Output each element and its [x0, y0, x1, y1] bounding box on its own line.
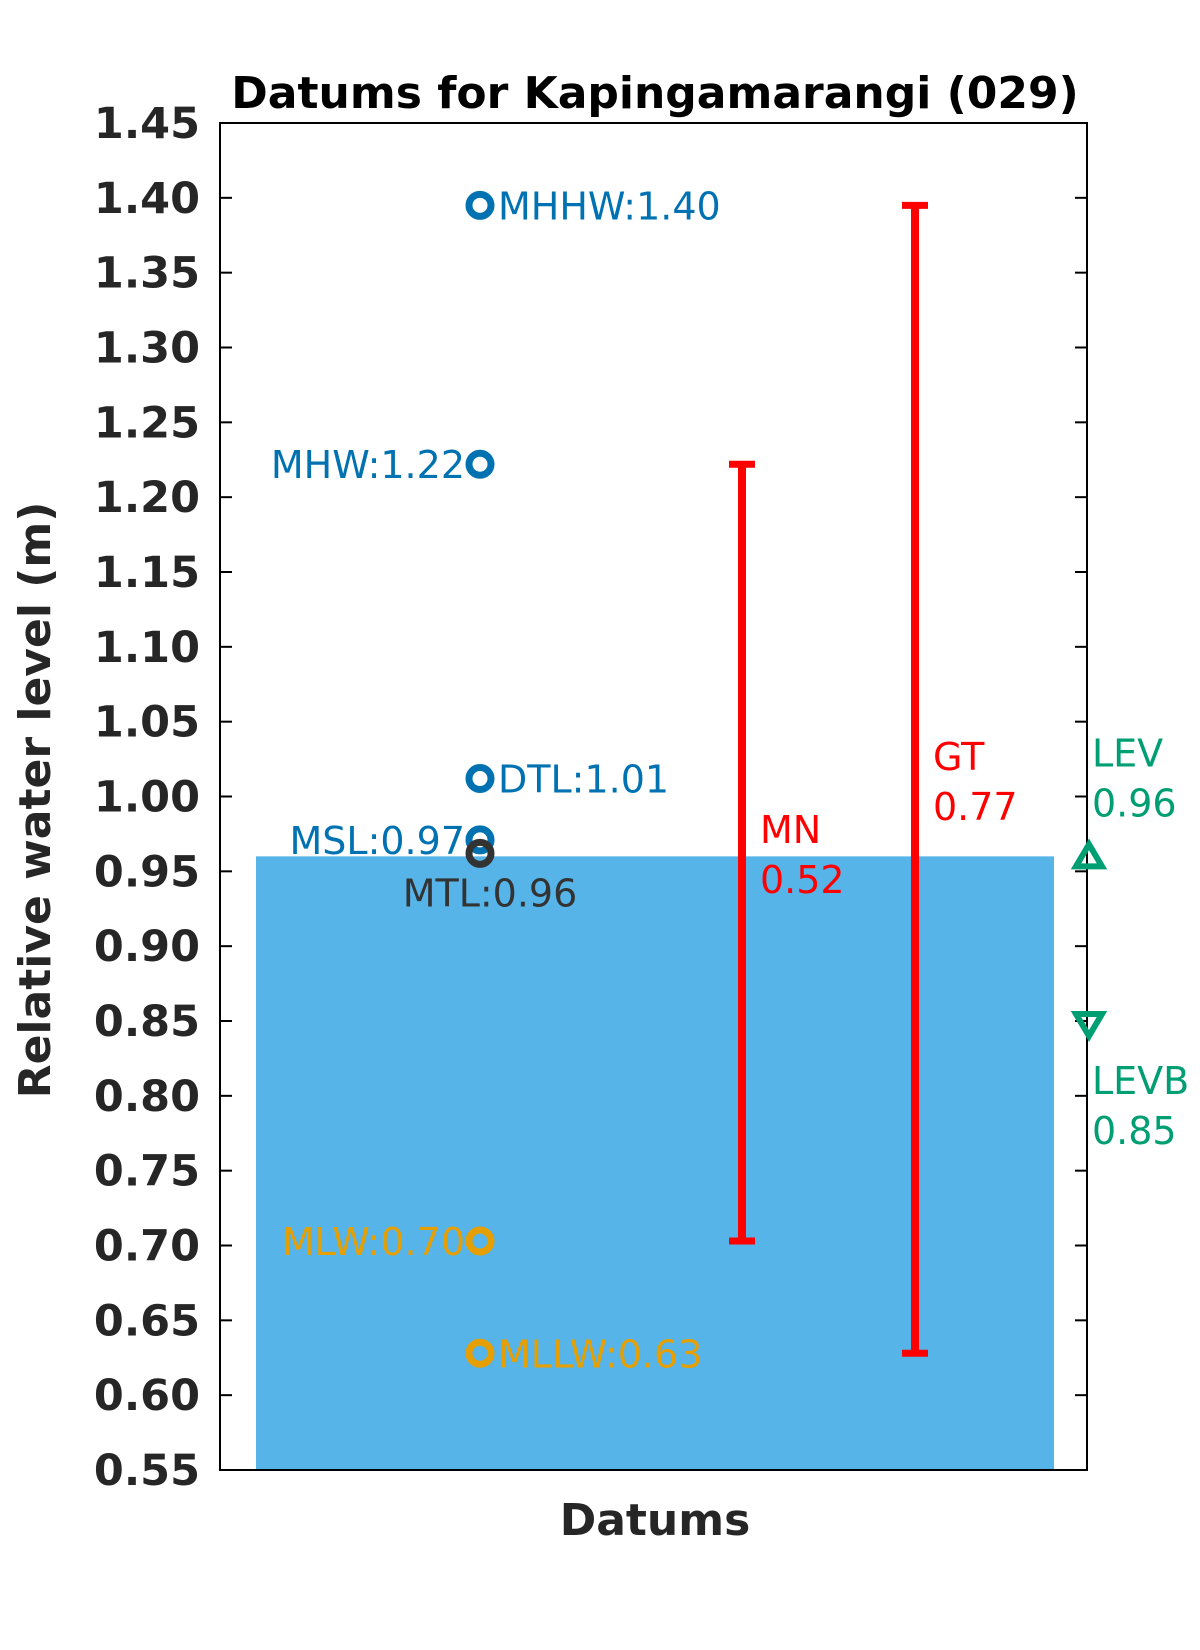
level-label-name-lev: LEV: [1092, 731, 1163, 775]
datum-point-mtl: [465, 838, 495, 868]
datum-point-mllw: [465, 1338, 495, 1368]
datum-point-mlw: [465, 1226, 495, 1256]
datum-label-dtl: DTL:1.01: [498, 758, 669, 802]
datum-label-mhw: MHW:1.22: [271, 443, 465, 487]
range-label-value-mn: 0.52: [760, 858, 845, 902]
y-tick-label: 1.15: [94, 548, 200, 598]
level-marker-levb: [1070, 1010, 1108, 1042]
datum-point-msl: [465, 825, 495, 855]
y-tick-label: 1.10: [94, 623, 200, 673]
y-tick-label: 0.75: [94, 1147, 200, 1197]
level-marker-lev: [1070, 838, 1108, 870]
y-tick-label: 0.55: [94, 1446, 200, 1496]
range-label-value-gt: 0.77: [933, 785, 1018, 829]
datum-label-mlw: MLW:0.70: [282, 1220, 465, 1264]
y-tick-label: 0.65: [94, 1296, 200, 1346]
y-tick-label: 1.25: [94, 398, 200, 448]
y-tick-label: 1.30: [94, 324, 200, 374]
datum-point-mhw: [465, 449, 495, 479]
water-level-fill: [256, 856, 1054, 1470]
y-tick-label: 0.95: [94, 847, 200, 897]
y-tick-label: 0.85: [94, 997, 200, 1047]
chart-title: Datums for Kapingamarangi (029): [231, 68, 1078, 119]
level-label-name-levb: LEVB: [1092, 1059, 1189, 1103]
y-tick-label: 1.35: [94, 249, 200, 299]
level-label-value-levb: 0.85: [1092, 1109, 1177, 1153]
datum-point-dtl: [465, 764, 495, 794]
datum-label-msl: MSL:0.97: [290, 819, 466, 863]
x-axis-label: Datums: [560, 1495, 751, 1546]
datum-point-mhhw: [465, 190, 495, 220]
y-tick-label: 1.00: [94, 773, 200, 823]
datum-label-mllw: MLLW:0.63: [498, 1332, 702, 1376]
y-tick-label: 0.80: [94, 1072, 200, 1122]
y-tick-label: 0.60: [94, 1371, 200, 1421]
range-label-name-gt: GT: [933, 735, 985, 779]
y-tick-label: 1.05: [94, 698, 200, 748]
y-tick-label: 1.40: [94, 174, 200, 224]
range-label-name-mn: MN: [760, 808, 821, 852]
y-tick-label: 0.90: [94, 922, 200, 972]
y-axis-label: Relative water level (m): [10, 502, 61, 1099]
level-label-value-lev: 0.96: [1092, 781, 1177, 825]
y-tick-label: 0.70: [94, 1222, 200, 1272]
datum-label-mtl: MTL:0.96: [403, 871, 578, 915]
y-tick-label: 1.45: [94, 99, 200, 149]
plot-area: 0.55 0.60 0.65 0.70 0.75 0.80 0.85 0.90 0.95 1.00…: [94, 99, 1189, 1496]
y-tick-label: 1.20: [94, 473, 200, 523]
datum-label-mhhw: MHHW:1.40: [498, 184, 721, 228]
